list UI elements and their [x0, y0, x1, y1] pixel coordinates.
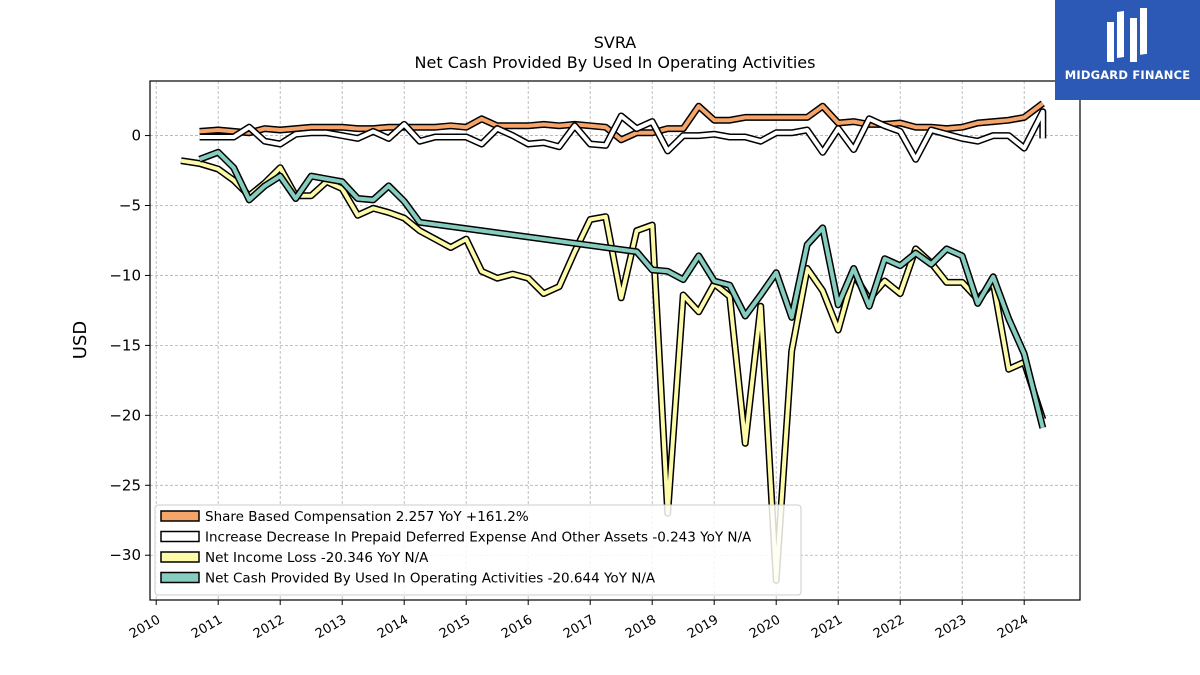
y-tick-label: −15	[109, 336, 141, 354]
series-4-line	[198, 150, 1045, 429]
x-tick-label: 2022	[871, 612, 907, 642]
series-2	[199, 108, 1047, 163]
legend-swatch-4	[160, 571, 200, 584]
series-2-line	[199, 109, 1045, 162]
x-tick-label: 2017	[561, 612, 597, 642]
y-tick-label: −25	[109, 476, 141, 494]
series-1	[199, 100, 1045, 144]
legend: Share Based Compensation 2.257 YoY +161.…	[154, 504, 802, 596]
x-tick-label: 2014	[375, 612, 411, 642]
y-tick-label: −30	[109, 546, 141, 564]
x-tick-label: 2012	[251, 612, 287, 642]
x-tick-label: 2021	[809, 612, 845, 642]
x-tick-label: 2018	[623, 612, 659, 642]
series-4	[198, 148, 1047, 429]
series-1-line	[199, 101, 1045, 142]
x-tick-label: 2015	[437, 612, 473, 642]
y-tick-label: −10	[109, 266, 141, 284]
midgard-finance-logo: MIDGARD FINANCE	[1055, 0, 1200, 100]
legend-entry-1: Share Based Compensation 2.257 YoY +161.…	[205, 509, 529, 525]
legend-entry-2: Increase Decrease In Prepaid Deferred Ex…	[205, 530, 752, 546]
legend-entry-3: Net Income Loss -20.346 YoY N/A	[205, 550, 429, 566]
x-tick-label: 2020	[747, 612, 783, 642]
plot-frame	[149, 80, 1081, 601]
chart-title: SVRA	[594, 33, 637, 52]
y-tick-label: 0	[131, 127, 141, 145]
legend-box	[154, 504, 802, 596]
x-tick-label: 2010	[127, 612, 163, 642]
legend-entry-4: Net Cash Provided By Used In Operating A…	[205, 571, 656, 587]
chart-subtitle: Net Cash Provided By Used In Operating A…	[415, 53, 816, 72]
legend-swatch-1	[160, 510, 200, 522]
legend-swatch-2	[160, 530, 200, 543]
x-tick-label: 2011	[189, 612, 225, 642]
x-tick-label: 2013	[313, 612, 349, 642]
legend-swatch-3	[160, 551, 200, 563]
logo-text: MIDGARD FINANCE	[1064, 68, 1191, 82]
x-tick-label: 2019	[685, 612, 721, 642]
y-tick-label: −20	[109, 406, 141, 424]
x-tick-label: 2023	[933, 612, 969, 642]
x-tick-label: 2016	[499, 612, 535, 642]
x-tick-label: 2024	[995, 612, 1031, 642]
y-tick-label: −5	[119, 197, 141, 215]
y-axis-label: USD	[70, 321, 91, 359]
series-layer	[180, 100, 1047, 584]
midgard-logo-icon	[1107, 8, 1147, 62]
